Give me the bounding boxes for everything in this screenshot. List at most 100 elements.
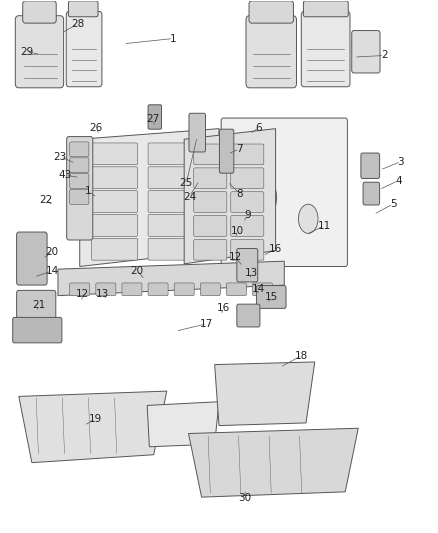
Text: 6: 6 <box>256 123 262 133</box>
Text: 19: 19 <box>89 414 102 424</box>
Text: 13: 13 <box>96 289 109 299</box>
Text: 30: 30 <box>239 493 252 503</box>
FancyBboxPatch shape <box>231 144 264 165</box>
FancyBboxPatch shape <box>231 216 264 236</box>
FancyBboxPatch shape <box>194 192 227 213</box>
Text: 25: 25 <box>180 177 193 188</box>
Text: 24: 24 <box>183 191 196 201</box>
FancyBboxPatch shape <box>246 15 297 88</box>
PathPatch shape <box>58 261 284 296</box>
FancyBboxPatch shape <box>253 283 272 296</box>
FancyBboxPatch shape <box>96 283 116 296</box>
FancyBboxPatch shape <box>231 192 264 213</box>
Text: 2: 2 <box>381 51 388 60</box>
Text: 26: 26 <box>90 123 103 133</box>
FancyBboxPatch shape <box>194 239 227 260</box>
FancyBboxPatch shape <box>237 304 260 327</box>
FancyBboxPatch shape <box>200 283 220 296</box>
Text: 27: 27 <box>146 114 159 124</box>
FancyBboxPatch shape <box>249 1 293 23</box>
Text: 29: 29 <box>20 47 33 56</box>
FancyBboxPatch shape <box>70 174 89 189</box>
FancyBboxPatch shape <box>17 232 47 285</box>
FancyBboxPatch shape <box>70 142 89 157</box>
FancyBboxPatch shape <box>15 15 64 88</box>
FancyBboxPatch shape <box>148 191 194 213</box>
Text: 17: 17 <box>200 319 213 329</box>
FancyBboxPatch shape <box>301 12 350 87</box>
Text: 4: 4 <box>395 175 402 185</box>
FancyBboxPatch shape <box>92 238 138 260</box>
PathPatch shape <box>184 128 276 264</box>
Text: 7: 7 <box>236 144 243 154</box>
FancyBboxPatch shape <box>17 290 56 325</box>
Text: 20: 20 <box>46 247 59 257</box>
PathPatch shape <box>19 391 167 463</box>
FancyBboxPatch shape <box>13 317 62 343</box>
FancyBboxPatch shape <box>92 143 138 165</box>
Text: 12: 12 <box>76 289 89 299</box>
FancyBboxPatch shape <box>92 191 138 213</box>
PathPatch shape <box>215 362 315 425</box>
PathPatch shape <box>188 428 358 497</box>
Text: 5: 5 <box>390 199 396 209</box>
FancyBboxPatch shape <box>189 114 205 152</box>
FancyBboxPatch shape <box>231 239 264 260</box>
Text: 14: 14 <box>46 266 59 276</box>
FancyBboxPatch shape <box>148 215 194 236</box>
FancyBboxPatch shape <box>92 215 138 236</box>
FancyBboxPatch shape <box>304 1 348 17</box>
Text: 14: 14 <box>251 284 265 294</box>
FancyBboxPatch shape <box>70 283 90 296</box>
FancyBboxPatch shape <box>23 1 56 23</box>
FancyBboxPatch shape <box>174 283 194 296</box>
FancyBboxPatch shape <box>122 283 142 296</box>
FancyBboxPatch shape <box>67 136 93 240</box>
FancyBboxPatch shape <box>256 286 286 309</box>
FancyBboxPatch shape <box>231 168 264 189</box>
FancyBboxPatch shape <box>68 1 98 17</box>
Text: 23: 23 <box>53 152 67 161</box>
FancyBboxPatch shape <box>363 182 380 205</box>
Text: 13: 13 <box>245 268 258 278</box>
Ellipse shape <box>298 204 318 233</box>
FancyBboxPatch shape <box>66 12 102 87</box>
Text: 9: 9 <box>244 210 251 220</box>
Text: 28: 28 <box>71 19 85 29</box>
Text: 16: 16 <box>269 244 282 254</box>
PathPatch shape <box>147 402 219 447</box>
FancyBboxPatch shape <box>148 167 194 189</box>
Text: 22: 22 <box>39 195 53 205</box>
FancyBboxPatch shape <box>194 144 227 165</box>
FancyBboxPatch shape <box>352 30 380 73</box>
FancyBboxPatch shape <box>148 105 162 129</box>
Text: 43: 43 <box>59 171 72 180</box>
FancyBboxPatch shape <box>148 283 168 296</box>
FancyBboxPatch shape <box>70 158 89 173</box>
Text: 16: 16 <box>217 303 230 313</box>
PathPatch shape <box>80 128 219 266</box>
Text: 20: 20 <box>131 266 144 276</box>
Text: 21: 21 <box>32 300 46 310</box>
Ellipse shape <box>253 179 277 216</box>
FancyBboxPatch shape <box>221 118 347 266</box>
Text: 1: 1 <box>85 186 92 196</box>
FancyBboxPatch shape <box>226 283 247 296</box>
FancyBboxPatch shape <box>237 248 258 282</box>
Text: 3: 3 <box>398 157 404 166</box>
FancyBboxPatch shape <box>148 143 194 165</box>
FancyBboxPatch shape <box>92 167 138 189</box>
Text: 15: 15 <box>265 292 278 302</box>
Text: 10: 10 <box>231 226 244 236</box>
Text: 18: 18 <box>295 351 308 361</box>
FancyBboxPatch shape <box>219 129 234 173</box>
Text: 11: 11 <box>318 221 331 231</box>
FancyBboxPatch shape <box>194 216 227 236</box>
Text: 8: 8 <box>237 189 243 199</box>
FancyBboxPatch shape <box>70 190 89 205</box>
FancyBboxPatch shape <box>194 168 227 189</box>
FancyBboxPatch shape <box>361 153 380 179</box>
Text: 12: 12 <box>229 252 242 262</box>
FancyBboxPatch shape <box>148 238 194 260</box>
Text: 1: 1 <box>170 34 177 44</box>
